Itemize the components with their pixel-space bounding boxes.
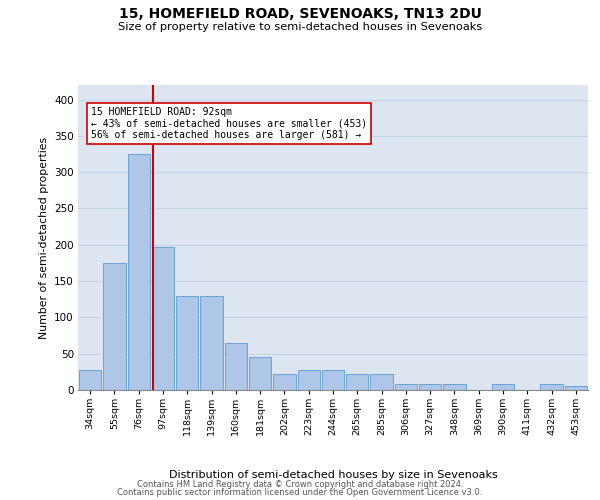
Text: Distribution of semi-detached houses by size in Sevenoaks: Distribution of semi-detached houses by … [169,470,497,480]
Text: Contains public sector information licensed under the Open Government Licence v3: Contains public sector information licen… [118,488,482,497]
Bar [152,247,174,390]
Bar [200,296,223,390]
Bar [443,384,466,390]
Bar [249,356,271,390]
Bar [322,370,344,390]
Y-axis label: Number of semi-detached properties: Number of semi-detached properties [38,136,49,338]
Bar [128,154,150,390]
Bar [298,370,320,390]
Bar [79,370,101,390]
Text: 15, HOMEFIELD ROAD, SEVENOAKS, TN13 2DU: 15, HOMEFIELD ROAD, SEVENOAKS, TN13 2DU [119,8,481,22]
Text: Contains HM Land Registry data © Crown copyright and database right 2024.: Contains HM Land Registry data © Crown c… [137,480,463,489]
Bar [370,374,393,390]
Bar [541,384,563,390]
Bar [565,386,587,390]
Bar [346,374,368,390]
Text: 15 HOMEFIELD ROAD: 92sqm
← 43% of semi-detached houses are smaller (453)
56% of : 15 HOMEFIELD ROAD: 92sqm ← 43% of semi-d… [91,107,367,140]
Text: Size of property relative to semi-detached houses in Sevenoaks: Size of property relative to semi-detach… [118,22,482,32]
Bar [273,374,296,390]
Bar [176,296,199,390]
Bar [103,263,125,390]
Bar [224,343,247,390]
Bar [419,384,442,390]
Bar [395,384,417,390]
Bar [492,384,514,390]
